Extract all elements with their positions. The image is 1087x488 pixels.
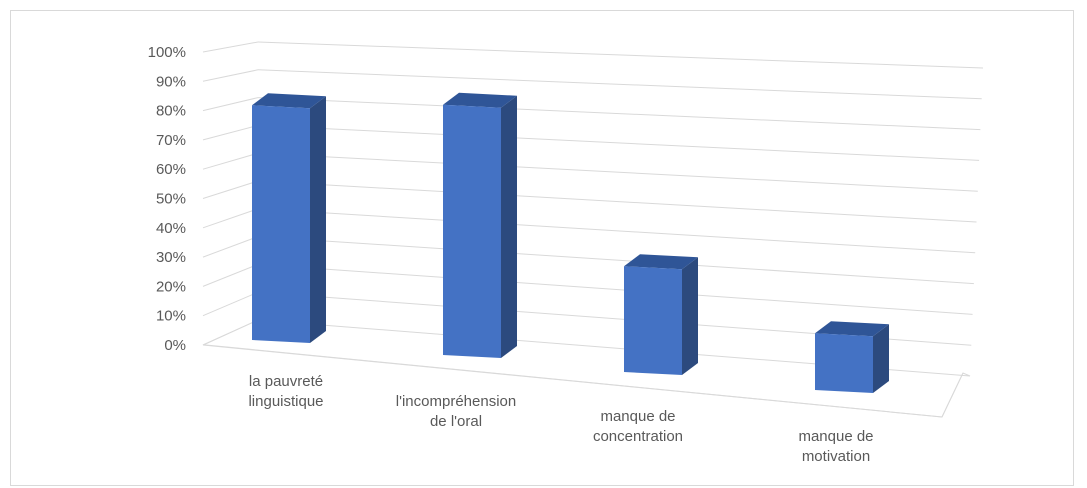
side-gridline	[202, 180, 259, 199]
y-tick-label: 60%	[156, 161, 186, 178]
category-label: la pauvreté linguistique	[248, 373, 323, 410]
side-gridline	[202, 208, 259, 229]
side-gridline	[202, 152, 259, 170]
side-gridline	[202, 263, 259, 287]
side-gridline	[202, 291, 259, 317]
gridline	[257, 208, 976, 254]
bar	[443, 104, 501, 359]
category-label-line: de l'oral	[430, 413, 482, 430]
bar-top	[443, 92, 517, 108]
side-gridline	[202, 124, 259, 141]
y-tick-label: 70%	[156, 132, 186, 149]
bar-group	[624, 254, 698, 375]
gridline	[257, 236, 974, 285]
category-label: manque de concentration	[593, 408, 683, 445]
category-label-line: manque de	[600, 408, 675, 425]
bar-group	[252, 93, 326, 343]
gridline	[257, 263, 973, 315]
bar-group	[815, 321, 889, 393]
bar-side	[873, 324, 889, 393]
bar-top	[815, 321, 889, 337]
y-tick-label: 20%	[156, 278, 186, 295]
side-gridline	[202, 236, 259, 258]
y-tick-label: 50%	[156, 191, 186, 208]
y-tick-label: 40%	[156, 220, 186, 237]
y-tick-label: 30%	[156, 249, 186, 266]
bar-side	[501, 95, 517, 359]
gridline	[257, 124, 980, 161]
gridline	[257, 41, 984, 69]
y-tick-label: 10%	[156, 308, 186, 325]
category-label-line: concentration	[593, 428, 683, 445]
floor-right-edge	[941, 372, 964, 418]
bars	[252, 92, 889, 393]
y-tick-label: 90%	[156, 73, 186, 90]
y-tick-label: 100%	[148, 44, 186, 61]
category-label-line: l'incompréhension	[396, 393, 516, 410]
bar-side	[310, 96, 326, 343]
y-tick-label: 0%	[164, 337, 186, 354]
category-label: l'incompréhension de l'oral	[396, 393, 516, 430]
bar-group	[443, 92, 517, 359]
gridline	[257, 97, 981, 131]
y-axis-ticks: 0% 10% 20% 30% 40% 50% 60% 70% 80% 90% 100%	[148, 44, 186, 354]
y-tick-label: 80%	[156, 103, 186, 120]
bar	[624, 266, 682, 375]
gridline	[257, 180, 977, 223]
category-label-line: linguistique	[248, 393, 323, 410]
bar-top	[252, 93, 326, 109]
x-axis-categories: la pauvreté linguistique l'incompréhension…	[248, 373, 873, 465]
bar-top	[624, 254, 698, 270]
gridline	[257, 152, 978, 192]
bar-side	[682, 257, 698, 375]
side-gridline	[202, 41, 259, 53]
category-label-line: manque de	[798, 428, 873, 445]
category-label-line: la pauvreté	[249, 373, 323, 390]
bar	[252, 105, 310, 343]
category-label: manque de motivation	[798, 428, 873, 465]
bar	[815, 333, 873, 393]
side-gridline	[202, 97, 259, 112]
gridline	[257, 69, 982, 100]
side-gridline	[202, 69, 259, 82]
category-label-line: motivation	[802, 448, 870, 465]
floor-front-edge	[202, 344, 943, 418]
